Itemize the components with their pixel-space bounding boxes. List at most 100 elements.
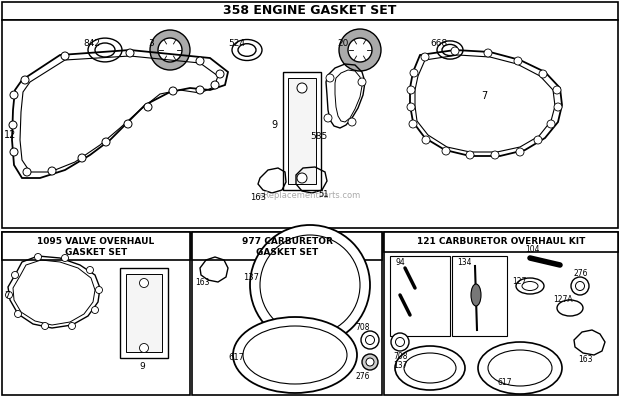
Ellipse shape <box>348 38 372 62</box>
Ellipse shape <box>516 278 544 294</box>
Ellipse shape <box>339 29 381 71</box>
Text: 276: 276 <box>573 269 588 278</box>
Bar <box>384 232 618 252</box>
Text: eReplacementParts.com: eReplacementParts.com <box>259 191 361 200</box>
Text: 127: 127 <box>512 278 526 287</box>
Bar <box>2 2 618 20</box>
Ellipse shape <box>95 287 102 293</box>
Ellipse shape <box>547 120 555 128</box>
Ellipse shape <box>260 235 360 335</box>
Ellipse shape <box>361 331 379 349</box>
Ellipse shape <box>232 39 262 60</box>
Text: 121 CARBURETOR OVERHAUL KIT: 121 CARBURETOR OVERHAUL KIT <box>417 237 585 246</box>
Ellipse shape <box>150 30 190 70</box>
Ellipse shape <box>233 317 357 393</box>
Text: GASKET SET: GASKET SET <box>256 248 318 257</box>
Ellipse shape <box>158 38 182 62</box>
Ellipse shape <box>554 103 562 111</box>
Ellipse shape <box>391 333 409 351</box>
Ellipse shape <box>196 57 204 65</box>
Bar <box>192 232 382 395</box>
Ellipse shape <box>10 91 18 99</box>
Ellipse shape <box>144 103 152 111</box>
Text: 708: 708 <box>393 352 407 361</box>
Text: 524: 524 <box>228 39 245 48</box>
Ellipse shape <box>442 44 458 56</box>
Text: 708: 708 <box>356 323 370 332</box>
Ellipse shape <box>451 47 459 55</box>
Text: 7: 7 <box>4 291 10 299</box>
Text: 127A: 127A <box>553 295 573 304</box>
Text: 20: 20 <box>337 39 348 48</box>
Ellipse shape <box>575 281 585 291</box>
Bar <box>452 256 507 336</box>
Ellipse shape <box>211 81 219 89</box>
Ellipse shape <box>92 306 99 314</box>
Ellipse shape <box>488 350 552 386</box>
Ellipse shape <box>534 136 542 144</box>
Text: 12: 12 <box>4 130 16 140</box>
Ellipse shape <box>366 335 374 345</box>
Ellipse shape <box>243 326 347 384</box>
Bar <box>390 256 450 336</box>
Ellipse shape <box>87 266 94 274</box>
Text: 163: 163 <box>250 193 266 202</box>
Text: 585: 585 <box>310 132 327 141</box>
Ellipse shape <box>409 120 417 128</box>
Ellipse shape <box>78 154 86 162</box>
Ellipse shape <box>102 138 110 146</box>
Text: 617: 617 <box>228 353 244 362</box>
Ellipse shape <box>395 346 465 390</box>
Text: 163: 163 <box>195 278 210 287</box>
Ellipse shape <box>14 310 22 318</box>
Ellipse shape <box>516 148 524 156</box>
Bar <box>2 20 618 228</box>
Text: 137: 137 <box>243 274 259 283</box>
Ellipse shape <box>407 103 415 111</box>
Ellipse shape <box>126 49 134 57</box>
Bar <box>126 274 162 352</box>
Text: 51: 51 <box>318 190 329 199</box>
Text: 3: 3 <box>148 39 154 48</box>
Text: GASKET SET: GASKET SET <box>65 248 127 257</box>
Bar <box>2 232 190 395</box>
Ellipse shape <box>407 86 415 94</box>
Ellipse shape <box>478 342 562 394</box>
Ellipse shape <box>491 151 499 159</box>
Ellipse shape <box>442 147 450 155</box>
Ellipse shape <box>48 167 56 175</box>
Ellipse shape <box>10 148 18 156</box>
Ellipse shape <box>88 38 122 62</box>
Ellipse shape <box>140 279 149 287</box>
Ellipse shape <box>366 358 374 366</box>
Ellipse shape <box>396 337 404 347</box>
Text: 104: 104 <box>525 245 539 254</box>
Text: 9: 9 <box>139 362 145 371</box>
Ellipse shape <box>9 121 17 129</box>
Text: 94: 94 <box>395 258 405 267</box>
Ellipse shape <box>297 83 307 93</box>
Ellipse shape <box>238 44 256 56</box>
Ellipse shape <box>362 354 378 370</box>
Ellipse shape <box>42 322 48 330</box>
Ellipse shape <box>297 173 307 183</box>
Ellipse shape <box>35 254 42 260</box>
Ellipse shape <box>21 76 29 84</box>
Bar <box>192 232 382 260</box>
Ellipse shape <box>169 87 177 95</box>
Ellipse shape <box>196 86 204 94</box>
Ellipse shape <box>216 70 224 78</box>
Ellipse shape <box>466 151 474 159</box>
Ellipse shape <box>358 78 366 86</box>
Ellipse shape <box>12 272 19 279</box>
Ellipse shape <box>250 225 370 345</box>
Ellipse shape <box>571 277 589 295</box>
Ellipse shape <box>522 281 538 291</box>
Ellipse shape <box>324 114 332 122</box>
Text: 163: 163 <box>578 355 593 364</box>
Ellipse shape <box>422 136 430 144</box>
Ellipse shape <box>61 254 68 262</box>
Text: 137: 137 <box>393 360 407 370</box>
Ellipse shape <box>68 322 76 330</box>
Ellipse shape <box>421 53 429 61</box>
